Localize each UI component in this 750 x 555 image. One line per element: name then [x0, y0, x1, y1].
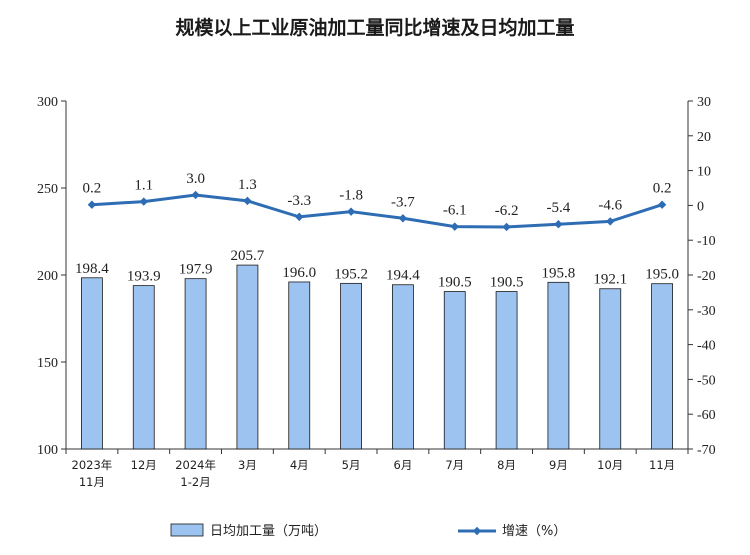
- x-tick-label: 9月: [549, 458, 568, 472]
- chart-title: 规模以上工业原油加工量同比增速及日均加工量: [175, 16, 574, 39]
- y-right-tick-label: -50: [697, 373, 716, 388]
- growth-line: [91, 193, 663, 229]
- legend-line-label: 增速（%）: [502, 524, 566, 539]
- line-data-label: 1.3: [238, 177, 257, 193]
- line-point: [87, 200, 97, 209]
- y-right-tick-label: 20: [697, 130, 711, 145]
- bar: [599, 288, 622, 450]
- line-data-label: -5.4: [547, 200, 571, 216]
- line-point: [295, 212, 304, 222]
- bar: [184, 278, 207, 450]
- bar: [392, 284, 414, 450]
- bar-data-label: 197.9: [179, 262, 213, 278]
- y-left-tick-label: 200: [37, 269, 58, 284]
- axes: 100 150 200 250 300 -70 -60 -50 -40 -30 -20 -10 0 10 2…: [37, 95, 716, 489]
- bar: [443, 291, 466, 450]
- line-data-label: -3.7: [391, 194, 415, 210]
- bar: [81, 277, 103, 450]
- line-point: [191, 190, 200, 200]
- x-tick-label: 8月: [497, 458, 516, 472]
- line-point: [243, 196, 252, 206]
- line-point: [346, 207, 356, 216]
- y-right-tick-label: 30: [697, 95, 711, 110]
- y-right-tick-label: -20: [697, 269, 716, 284]
- legend-bar-swatch: [170, 523, 204, 537]
- bar-data-label: 195.0: [645, 267, 679, 283]
- y-right-tick-label: -10: [697, 234, 716, 249]
- legend-line-marker: [472, 526, 482, 536]
- x-tick-label: 12月: [131, 458, 157, 472]
- line-data-label: -4.6: [598, 197, 622, 213]
- line-data-label: -1.8: [339, 188, 363, 204]
- y-right-tick-label: 10: [697, 165, 711, 180]
- bar-data-label: 195.8: [542, 265, 576, 281]
- bar-data-label: 190.5: [490, 275, 524, 291]
- line-data-label: -3.3: [287, 193, 311, 209]
- line-point: [450, 222, 459, 231]
- x-tick-label: 10月: [597, 458, 623, 472]
- line-data-label: 3.0: [186, 171, 205, 187]
- y-right-tick-label: -40: [697, 339, 716, 354]
- bar: [288, 281, 311, 450]
- y-right-tick-label: -30: [697, 304, 716, 319]
- bar-data-label: 194.4: [386, 268, 420, 284]
- x-tick-label: 2023年: [72, 458, 113, 472]
- x-tick-label: 5月: [342, 458, 361, 472]
- line-data-label: -6.2: [495, 203, 519, 219]
- line-point: [554, 219, 563, 229]
- bar-data-label: 196.0: [282, 265, 316, 281]
- x-tick-label: 11月: [79, 475, 105, 489]
- x-tick-label: 11月: [649, 458, 675, 472]
- x-tick-label: 1-2月: [180, 475, 210, 489]
- line-data-label: 1.1: [134, 178, 153, 194]
- line-point: [657, 200, 667, 209]
- bar: [236, 264, 259, 450]
- line-point: [606, 217, 615, 226]
- y-right-tick-label: -60: [697, 408, 716, 423]
- line-series: 0.2 1.1 3.0 1.3 -3.3 -1.8 -3.7 -6.1 -6.2 -5.4 -4.6…: [83, 171, 672, 232]
- bar: [132, 285, 155, 450]
- bar: [495, 291, 518, 450]
- bar-series: 198.4 193.9 197.9 205.7 196.0 195.2 194.4 190.5…: [75, 248, 679, 450]
- y-left-tick-label: 250: [37, 182, 58, 197]
- bar: [340, 282, 362, 450]
- x-tick-label: 4月: [290, 458, 309, 472]
- bar-data-label: 198.4: [75, 261, 109, 277]
- bar: [547, 281, 570, 450]
- line-data-label: -6.1: [443, 203, 467, 219]
- y-left-tick-label: 100: [37, 443, 58, 458]
- bar-data-label: 193.9: [127, 269, 161, 285]
- x-tick-label: 3月: [238, 458, 257, 472]
- line-point: [139, 197, 148, 206]
- bar-data-label: 205.7: [231, 248, 265, 264]
- x-tick-label: 2024年: [175, 458, 216, 472]
- y-right-tick-label: -70: [697, 443, 716, 458]
- line-point: [398, 214, 408, 223]
- legend-bar-label: 日均加工量（万吨）: [210, 524, 327, 539]
- line-point: [502, 222, 511, 232]
- line-data-label: 0.2: [83, 181, 102, 197]
- y-left-tick-label: 150: [37, 356, 58, 371]
- x-tick-label: 6月: [394, 458, 413, 472]
- x-tick-label: 7月: [445, 458, 464, 472]
- bar-data-label: 195.2: [334, 266, 368, 282]
- bar-data-label: 190.5: [438, 275, 472, 291]
- legend: 日均加工量（万吨） 增速（%）: [170, 523, 566, 539]
- bar: [651, 283, 673, 450]
- y-left-tick-label: 300: [37, 95, 58, 110]
- line-data-label: 0.2: [653, 181, 672, 197]
- y-right-tick-label: 0: [697, 199, 704, 214]
- bar-data-label: 192.1: [593, 272, 627, 288]
